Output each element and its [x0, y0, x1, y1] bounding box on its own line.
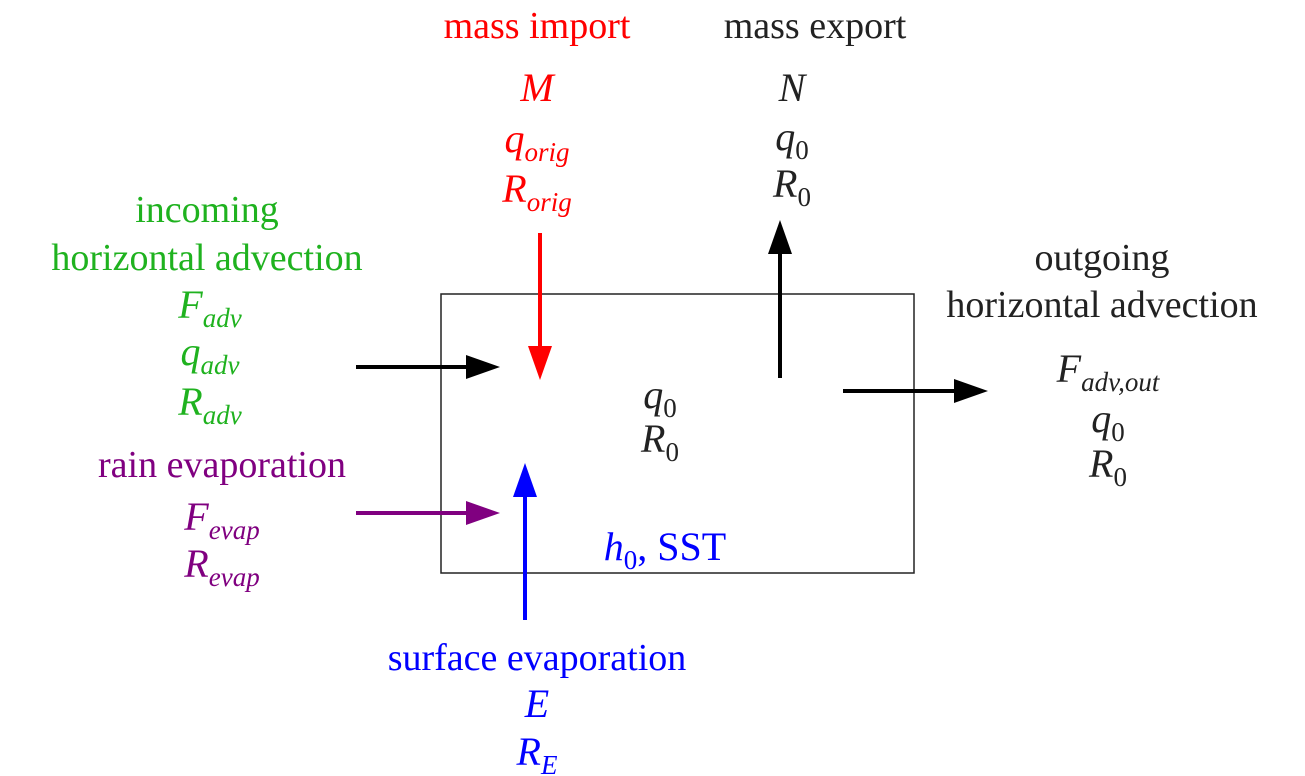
arrow-outgoing [843, 379, 988, 403]
symbol: q0 [1091, 396, 1125, 447]
label: rain evaporation [98, 444, 346, 486]
symbol-base: R [177, 379, 202, 424]
symbol-sub: adv,out [1081, 367, 1161, 397]
arrow-surface-evaporation [513, 463, 537, 620]
symbol: Fadv [177, 282, 241, 333]
symbol: E [524, 681, 549, 726]
symbol: Revap [183, 541, 259, 592]
symbol: Fevap [183, 494, 259, 545]
label: outgoing [1034, 237, 1169, 279]
symbol-sub: evap [209, 515, 260, 545]
symbol-base: q [504, 116, 524, 161]
symbol: q0 [643, 372, 677, 423]
symbol: Fadv,out [1056, 346, 1161, 397]
symbol-sub: 0 [1113, 462, 1127, 492]
symbol-base: q [1091, 396, 1111, 441]
symbol: M [519, 65, 556, 110]
symbol: R0 [640, 416, 679, 467]
symbol: h0, SST [604, 524, 726, 575]
symbol-base: R [640, 416, 665, 461]
symbol-base: F [177, 282, 203, 327]
symbol-base: h [604, 524, 624, 569]
symbol-sub: 0 [665, 437, 679, 467]
symbol: RE [516, 729, 558, 776]
symbol: qorig [504, 116, 569, 167]
symbol: qadv [181, 329, 240, 380]
label: mass import [444, 5, 631, 47]
label: surface evaporation [388, 637, 687, 679]
symbol: R0 [772, 161, 811, 212]
symbol-sub: adv [201, 350, 240, 380]
arrow-rain-evaporation [356, 501, 500, 525]
symbol-sub: 0 [663, 393, 677, 423]
symbol-base: F [1056, 346, 1082, 391]
symbol: N [778, 65, 808, 110]
symbol-base: R [772, 161, 797, 206]
symbol-base: q [181, 329, 201, 374]
symbol: Rorig [501, 166, 571, 217]
symbol-base: R [501, 166, 526, 211]
label: incoming [135, 189, 279, 231]
symbol-base: R [1088, 441, 1113, 486]
symbol-sub: 0 [795, 135, 809, 165]
symbol-suffix: , SST [637, 524, 726, 569]
symbol-sub: adv [203, 303, 242, 333]
symbol-base: F [183, 494, 209, 539]
box [440, 293, 915, 574]
symbol-base: N [778, 65, 808, 110]
symbol-sub: evap [209, 562, 260, 592]
symbol-sub: 0 [624, 545, 638, 575]
label: horizontal advection [946, 284, 1257, 326]
arrow-incoming [356, 355, 500, 379]
symbol-base: q [775, 114, 795, 159]
symbol-sub: 0 [1111, 417, 1125, 447]
symbol-sub: orig [524, 137, 569, 167]
symbol-base: E [524, 681, 549, 726]
label: horizontal advection [51, 237, 362, 279]
arrow-mass-export [768, 220, 792, 378]
symbol: Radv [177, 379, 241, 430]
symbol-sub: adv [203, 400, 242, 430]
symbol-base: R [183, 541, 208, 586]
arrow-mass-import [528, 233, 552, 380]
symbol-sub: E [540, 750, 558, 776]
symbol: q0 [775, 114, 809, 165]
symbol-base: q [643, 372, 663, 417]
symbol: R0 [1088, 441, 1127, 492]
symbol-base: M [519, 65, 556, 110]
label: mass export [724, 5, 907, 47]
symbol-base: R [516, 729, 541, 774]
symbol-sub: orig [527, 187, 572, 217]
symbol-sub: 0 [797, 182, 811, 212]
